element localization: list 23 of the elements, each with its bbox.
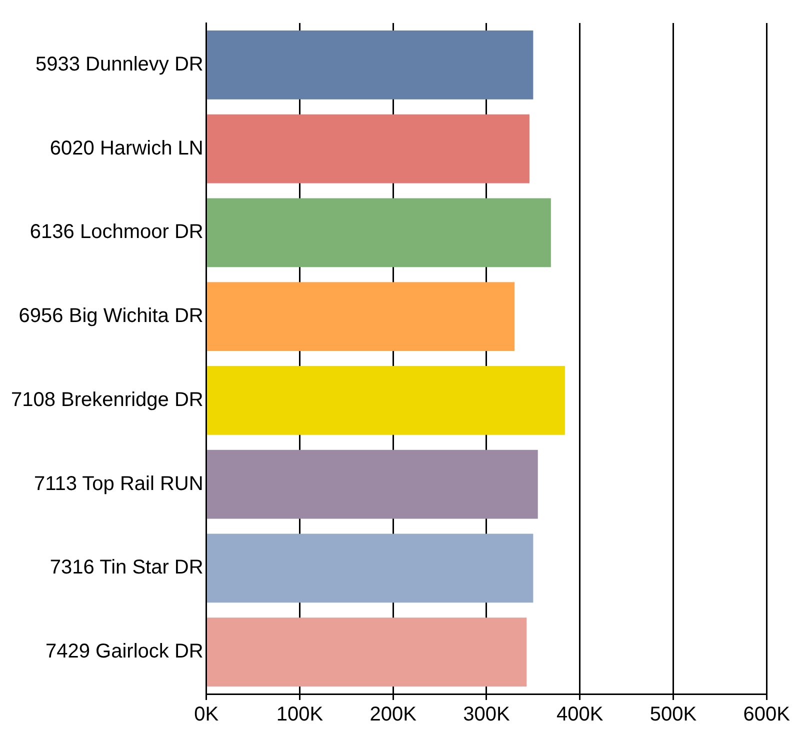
- y-tick-label: 6956 Big Wichita DR: [18, 305, 204, 328]
- bar: [207, 534, 534, 603]
- x-tick-label: 0K: [194, 704, 220, 726]
- bar: [207, 618, 527, 686]
- x-tick-label: 400K: [556, 704, 604, 726]
- bar: [207, 366, 565, 435]
- y-tick-label: 7108 Brekenridge DR: [10, 388, 204, 411]
- y-tick-label: 7316 Tin Star DR: [50, 556, 204, 579]
- bar: [207, 198, 551, 268]
- bar: [207, 450, 538, 519]
- bar: [207, 282, 515, 351]
- y-tick-label: 5933 Dunnlevy DR: [35, 53, 204, 76]
- bar: [207, 30, 534, 100]
- x-tick-label: 600K: [743, 704, 791, 726]
- bar: [207, 114, 530, 184]
- x-tick-label: 500K: [650, 704, 698, 726]
- y-tick-label: 7113 Top Rail RUN: [34, 472, 204, 495]
- x-tick-label: 100K: [276, 704, 324, 726]
- y-tick-label: 7429 Gairlock DR: [45, 640, 204, 663]
- y-tick-label: 6020 Harwich LN: [50, 137, 204, 160]
- x-tick-label: 300K: [463, 704, 510, 726]
- x-tick-label: 200K: [370, 704, 418, 726]
- y-tick-label: 6136 Lochmoor DR: [30, 221, 204, 244]
